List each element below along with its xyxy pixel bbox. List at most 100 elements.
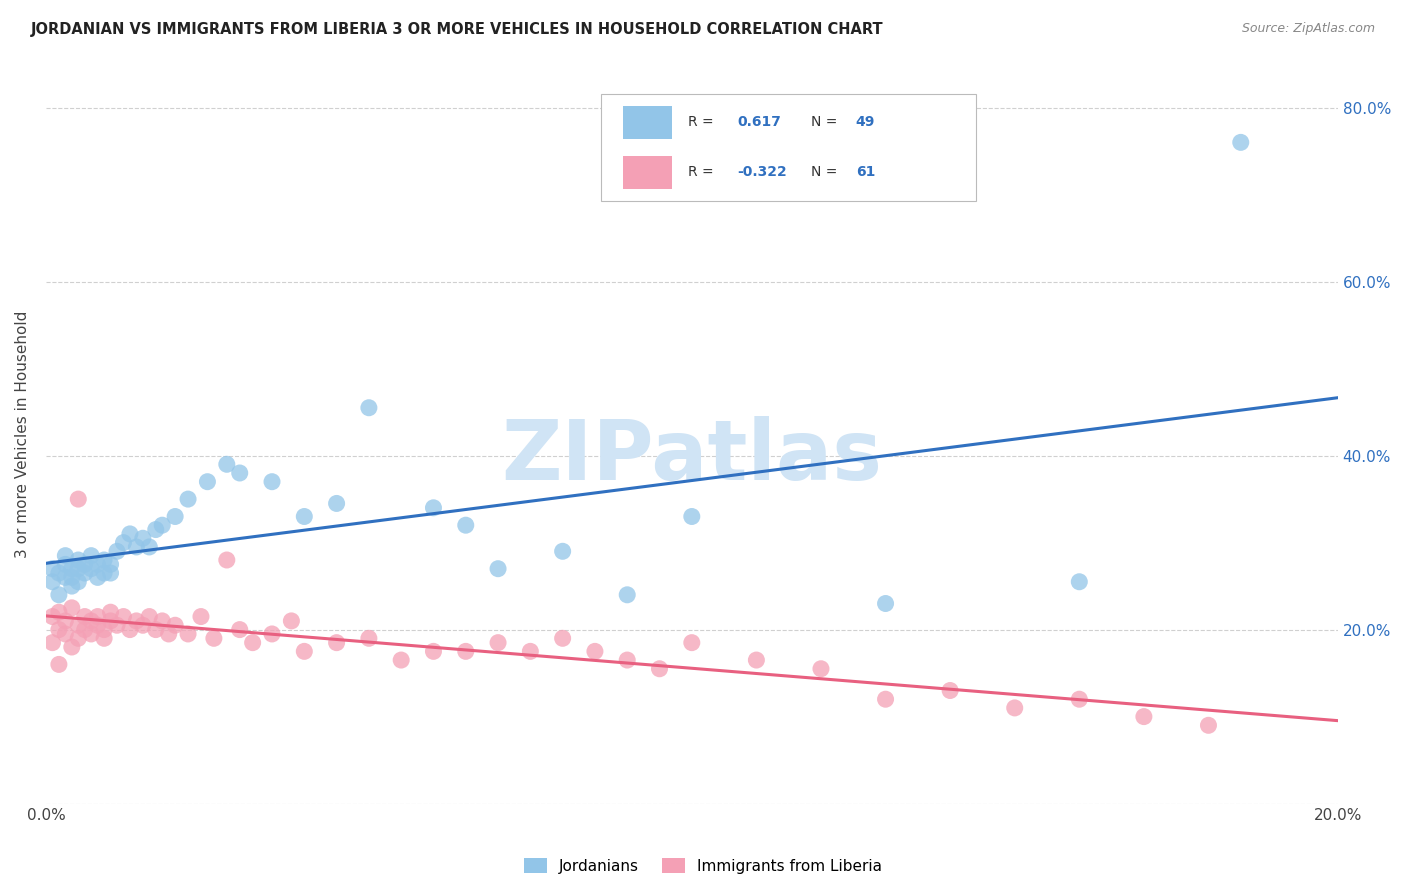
Point xyxy=(681,635,703,649)
Point xyxy=(86,570,108,584)
Point xyxy=(41,562,63,576)
Point xyxy=(215,553,238,567)
Point xyxy=(73,609,96,624)
Point xyxy=(67,632,90,646)
Point xyxy=(60,562,83,576)
Point xyxy=(1069,692,1091,706)
Point xyxy=(80,562,103,576)
Point xyxy=(157,627,180,641)
Point xyxy=(67,618,90,632)
Point xyxy=(112,609,135,624)
Point xyxy=(875,692,897,706)
Point xyxy=(1069,574,1091,589)
Point xyxy=(150,518,173,533)
Point xyxy=(41,609,63,624)
Point xyxy=(357,632,380,646)
Point xyxy=(1229,136,1251,150)
Point xyxy=(105,544,128,558)
Text: 0.617: 0.617 xyxy=(737,115,780,129)
Legend: Jordanians, Immigrants from Liberia: Jordanians, Immigrants from Liberia xyxy=(517,852,889,880)
Point xyxy=(67,574,90,589)
Point xyxy=(875,597,897,611)
Point xyxy=(177,492,200,507)
Point xyxy=(48,605,70,619)
Point xyxy=(165,618,187,632)
Point xyxy=(280,614,302,628)
Point xyxy=(422,500,444,515)
Point xyxy=(48,623,70,637)
FancyBboxPatch shape xyxy=(623,156,672,188)
Point xyxy=(80,549,103,563)
Point xyxy=(292,644,315,658)
Point xyxy=(422,644,444,658)
Point xyxy=(48,566,70,580)
Point xyxy=(138,540,160,554)
Point xyxy=(260,627,283,641)
Point xyxy=(60,640,83,654)
Point xyxy=(132,618,155,632)
Point xyxy=(93,632,115,646)
Point xyxy=(389,653,412,667)
Point xyxy=(810,662,832,676)
Point xyxy=(118,527,141,541)
Point xyxy=(454,518,477,533)
Y-axis label: 3 or more Vehicles in Household: 3 or more Vehicles in Household xyxy=(15,310,30,558)
Point xyxy=(125,540,148,554)
Text: R =: R = xyxy=(688,115,718,129)
Point xyxy=(202,632,225,646)
Text: -0.322: -0.322 xyxy=(737,165,787,179)
Point xyxy=(67,553,90,567)
Point xyxy=(616,653,638,667)
Point xyxy=(67,562,90,576)
Point xyxy=(100,558,122,572)
Point xyxy=(60,600,83,615)
Point xyxy=(125,614,148,628)
Point xyxy=(1004,701,1026,715)
Point xyxy=(454,644,477,658)
Point xyxy=(215,458,238,472)
Point xyxy=(681,509,703,524)
Point xyxy=(86,609,108,624)
Point xyxy=(105,618,128,632)
Point xyxy=(53,614,76,628)
Point xyxy=(551,632,574,646)
FancyBboxPatch shape xyxy=(623,106,672,138)
Point xyxy=(41,574,63,589)
Text: 49: 49 xyxy=(856,115,875,129)
Point xyxy=(60,570,83,584)
Point xyxy=(325,496,347,510)
Point xyxy=(80,627,103,641)
Text: N =: N = xyxy=(811,165,841,179)
Point xyxy=(80,614,103,628)
Point xyxy=(93,553,115,567)
Point xyxy=(73,558,96,572)
Point xyxy=(486,562,509,576)
Text: 61: 61 xyxy=(856,165,875,179)
Text: ZIPatlas: ZIPatlas xyxy=(502,416,883,497)
Point xyxy=(325,635,347,649)
Point xyxy=(177,627,200,641)
Text: N =: N = xyxy=(811,115,841,129)
Point xyxy=(292,509,315,524)
Point xyxy=(1198,718,1220,732)
Point xyxy=(100,614,122,628)
Point xyxy=(357,401,380,415)
Point xyxy=(73,623,96,637)
Point xyxy=(260,475,283,489)
Point xyxy=(48,657,70,672)
Point xyxy=(100,605,122,619)
Point xyxy=(67,492,90,507)
Point xyxy=(1133,709,1156,723)
Point xyxy=(93,566,115,580)
Point xyxy=(53,549,76,563)
Point xyxy=(53,558,76,572)
Point xyxy=(93,623,115,637)
Point xyxy=(745,653,768,667)
Point xyxy=(48,588,70,602)
Text: Source: ZipAtlas.com: Source: ZipAtlas.com xyxy=(1241,22,1375,36)
Point xyxy=(86,618,108,632)
Point xyxy=(132,531,155,545)
Point xyxy=(41,635,63,649)
FancyBboxPatch shape xyxy=(602,94,976,201)
Point xyxy=(165,509,187,524)
